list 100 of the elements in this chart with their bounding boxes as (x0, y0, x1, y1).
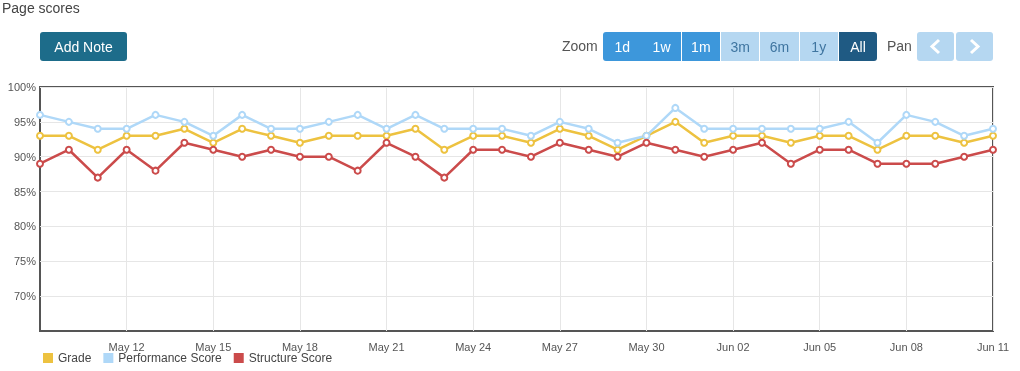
point (844, 131, 853, 140)
x-tick-label: May 18 (281, 340, 318, 353)
point (815, 145, 824, 154)
point (613, 138, 622, 147)
point (873, 145, 882, 154)
point (613, 152, 622, 161)
text: Zoom (562, 38, 598, 54)
point (64, 131, 73, 140)
point (209, 145, 218, 154)
point (989, 131, 997, 140)
point (700, 138, 709, 147)
x-tick-label: May 24 (455, 340, 492, 353)
point (440, 173, 449, 182)
point (353, 110, 362, 119)
point (36, 159, 44, 168)
x-tick-label: Jun 05 (803, 340, 837, 353)
point (295, 124, 304, 133)
point (469, 145, 478, 154)
point (36, 131, 44, 140)
point (931, 117, 940, 126)
point (353, 131, 362, 140)
point (469, 131, 478, 140)
point (180, 138, 189, 147)
x-tick-label: May 21 (368, 340, 405, 353)
text: All (838, 32, 878, 61)
y-tick-label: 75% (13, 255, 37, 268)
point (671, 117, 680, 126)
point (671, 103, 680, 112)
point (209, 131, 218, 140)
point (324, 117, 333, 126)
point (960, 152, 969, 161)
point (786, 138, 795, 147)
point (440, 145, 449, 154)
legend-label: Grade (58, 351, 92, 365)
point (498, 145, 507, 154)
point (411, 124, 420, 133)
point (122, 145, 131, 154)
point (873, 138, 882, 147)
point (989, 145, 997, 154)
x-tick-label: May 30 (628, 340, 665, 353)
point (555, 124, 564, 133)
point (960, 131, 969, 140)
point (151, 166, 160, 175)
point (411, 110, 420, 119)
text: 1d (603, 32, 642, 61)
point (931, 131, 940, 140)
point (786, 159, 795, 168)
x-tick-label: May 15 (195, 340, 232, 353)
point (757, 138, 766, 147)
point (469, 124, 478, 133)
x-tick-label: May 12 (108, 340, 145, 353)
x-tick-label: Jun 08 (889, 340, 923, 353)
point (757, 124, 766, 133)
text: 1w (642, 32, 681, 61)
point (267, 124, 276, 133)
point (36, 110, 44, 119)
point (411, 152, 420, 161)
text: Pan (887, 38, 912, 54)
point (440, 124, 449, 133)
point (498, 131, 507, 140)
point (931, 159, 940, 168)
point (786, 124, 795, 133)
point (584, 131, 593, 140)
y-tick-label: 95% (13, 115, 37, 128)
chart-title: Page scores (2, 0, 80, 16)
point (93, 124, 102, 133)
x-tick-label: Jun 11 (976, 340, 1010, 353)
point (729, 124, 738, 133)
point (238, 152, 247, 161)
point (122, 131, 131, 140)
point (700, 124, 709, 133)
point (526, 131, 535, 140)
text: Add Note (40, 32, 127, 61)
text: 1y (799, 32, 838, 61)
text: 6m (760, 32, 799, 61)
point (902, 110, 911, 119)
point (64, 145, 73, 154)
y-tick-label: 85% (13, 185, 37, 198)
point (151, 110, 160, 119)
point (180, 124, 189, 133)
point (844, 145, 853, 154)
point (526, 152, 535, 161)
point (180, 117, 189, 126)
point (324, 131, 333, 140)
point (526, 138, 535, 147)
point (584, 145, 593, 154)
point (642, 138, 651, 147)
point (324, 152, 333, 161)
point (989, 124, 997, 133)
point (902, 159, 911, 168)
point (873, 159, 882, 168)
point (815, 124, 824, 133)
point (498, 124, 507, 133)
point (353, 166, 362, 175)
text: 1m (681, 32, 721, 61)
point (555, 117, 564, 126)
point (757, 131, 766, 140)
legend-label: Performance Score (118, 351, 223, 365)
point (64, 117, 73, 126)
x-tick-label: Jun 02 (716, 340, 750, 353)
